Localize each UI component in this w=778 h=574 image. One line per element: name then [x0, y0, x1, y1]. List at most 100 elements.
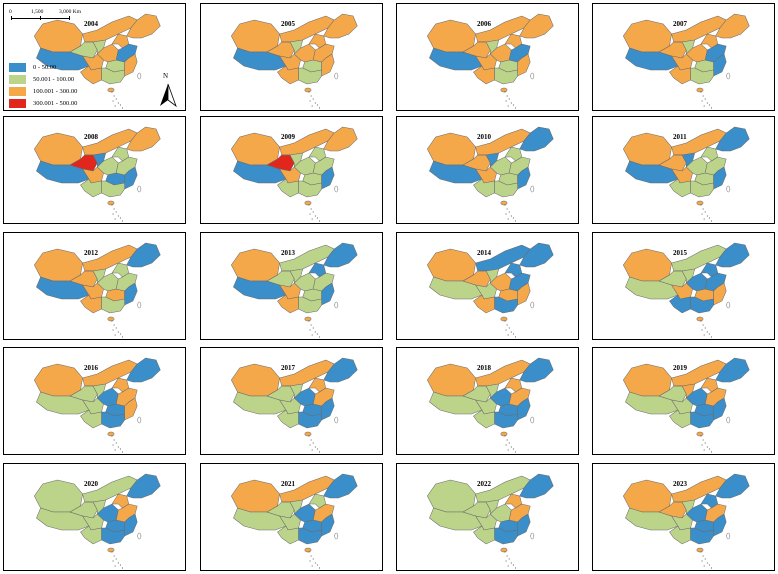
island-dot — [121, 220, 124, 222]
island-dot — [708, 104, 710, 106]
china-map — [622, 126, 750, 222]
island-dot — [314, 562, 316, 564]
island-dot — [704, 558, 706, 560]
island-dot — [312, 327, 314, 329]
north-arrow-icon: N — [156, 72, 180, 110]
island-dot — [121, 107, 124, 109]
year-label: 2010 — [477, 133, 491, 141]
province-region — [426, 19, 476, 53]
island-dot — [111, 204, 113, 206]
island-dot — [312, 98, 314, 100]
island-dot — [706, 215, 708, 217]
island-dot — [512, 104, 514, 106]
hainan-island — [304, 431, 312, 437]
taiwan-island — [334, 532, 339, 540]
island-dot — [113, 555, 115, 557]
year-label: 2006 — [477, 20, 491, 28]
year-label: 2015 — [673, 249, 687, 257]
province-region — [690, 180, 714, 198]
legend: 0 - 50.00 50.001 - 100.00 100.001 - 300.00… — [9, 62, 77, 110]
china-map — [426, 13, 554, 109]
island-dot — [309, 213, 311, 215]
island-dot — [117, 331, 119, 333]
year-label: 2014 — [477, 249, 491, 257]
province-region — [622, 363, 672, 397]
province-region — [233, 507, 287, 531]
province-region — [426, 132, 476, 166]
map-panel-2020: 2020 — [3, 463, 186, 571]
island-dot — [311, 449, 313, 451]
island-dot — [115, 442, 117, 444]
province-region — [429, 276, 483, 300]
legend-swatch — [9, 63, 26, 72]
island-dot — [512, 217, 514, 219]
map-panel-2022: 2022 — [396, 463, 579, 571]
scale-label-1500: 1,500 — [31, 9, 44, 15]
province-region — [519, 126, 554, 152]
province-region — [33, 248, 83, 282]
year-label: 2017 — [281, 364, 295, 372]
island-dot — [311, 105, 313, 107]
map-panel-2007: 2007 — [592, 3, 775, 111]
island-dot — [311, 334, 313, 336]
china-map — [426, 242, 554, 338]
map-panel-2010: 2010 — [396, 116, 579, 224]
island-dot — [710, 107, 713, 109]
hainan-island — [696, 547, 704, 553]
island-dot — [704, 442, 706, 444]
province-region — [473, 525, 495, 545]
legend-swatch — [9, 75, 26, 84]
china-map — [622, 357, 750, 453]
island-dot — [114, 449, 116, 451]
china-map — [622, 473, 750, 569]
island-dot — [119, 564, 121, 566]
province-region — [625, 507, 679, 531]
taiwan-island — [137, 185, 142, 193]
hainan-island — [107, 547, 115, 553]
island-dot — [504, 435, 506, 437]
island-dot — [508, 211, 510, 213]
province-region — [233, 391, 287, 415]
island-dot — [506, 208, 508, 210]
island-dot — [701, 213, 703, 215]
island-dot — [111, 551, 113, 553]
island-dot — [510, 562, 512, 564]
island-dot — [510, 215, 512, 217]
island-dot — [708, 448, 710, 450]
province-region — [36, 276, 90, 300]
taiwan-island — [726, 185, 731, 193]
china-map — [622, 13, 750, 109]
island-dot — [512, 333, 514, 335]
taiwan-island — [137, 301, 142, 309]
year-label: 2018 — [477, 364, 491, 372]
province-region — [277, 178, 299, 198]
province-region — [230, 132, 280, 166]
island-dot — [706, 331, 708, 333]
north-label: N — [163, 72, 169, 80]
island-dot — [703, 105, 705, 107]
province-region — [669, 178, 691, 198]
china-map — [622, 242, 750, 338]
province-region — [80, 294, 102, 314]
province-region — [715, 242, 750, 268]
province-region — [323, 357, 358, 383]
island-dot — [111, 435, 113, 437]
island-dot — [704, 327, 706, 329]
province-region — [230, 363, 280, 397]
island-dot — [701, 444, 703, 446]
island-dot — [706, 562, 708, 564]
island-dot — [706, 446, 708, 448]
map-panel-2006: 2006 — [396, 3, 579, 111]
taiwan-island — [726, 72, 731, 80]
province-region — [298, 527, 322, 545]
province-region — [690, 527, 714, 545]
hainan-island — [500, 87, 508, 93]
island-dot — [702, 208, 704, 210]
hainan-island — [107, 316, 115, 322]
province-region — [101, 527, 125, 545]
province-region — [36, 507, 90, 531]
island-dot — [702, 439, 704, 441]
province-region — [625, 276, 679, 300]
island-dot — [505, 100, 507, 102]
hainan-island — [696, 200, 704, 206]
